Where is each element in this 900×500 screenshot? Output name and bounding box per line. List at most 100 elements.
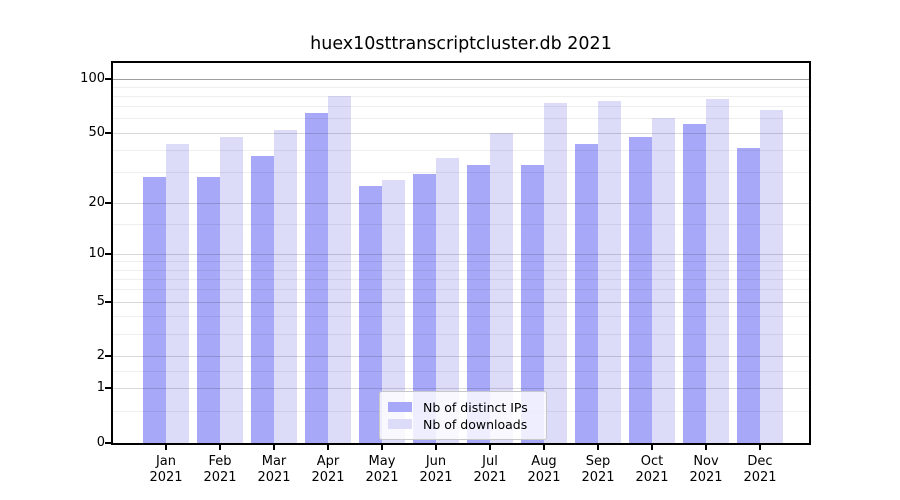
bar-ips-jan — [143, 177, 166, 443]
legend-swatch-distinct-ips — [388, 402, 412, 412]
x-tick-label-jun: Jun 2021 — [408, 454, 464, 486]
y-tick-label-20: 20 — [88, 194, 105, 210]
y-tick-label-5: 5 — [96, 293, 105, 309]
y-tick-label-0: 0 — [96, 435, 105, 450]
bar-ips-feb — [197, 177, 220, 443]
x-tick-mark-sep — [597, 445, 599, 450]
bar-downloads-aug — [544, 103, 567, 443]
gridline-70 — [113, 106, 809, 108]
gridline-8 — [113, 269, 809, 271]
bars-layer — [113, 63, 809, 443]
gridline-20 — [113, 202, 809, 204]
x-axis: Jan 2021 Feb 2021 Mar 2021 Apr 2021 May 2021 Jun 20… — [113, 443, 809, 493]
y-tick-mark-5 — [105, 300, 111, 303]
bar-downloads-apr — [328, 96, 351, 443]
x-tick-label-mar: Mar 2021 — [246, 454, 302, 486]
gridline-50 — [113, 132, 809, 134]
y-tick-mark-0 — [105, 442, 111, 444]
bar-ips-oct — [629, 137, 652, 443]
x-tick-mark-may — [381, 445, 383, 450]
x-tick-label-oct: Oct 2021 — [624, 454, 680, 486]
gridline-80 — [113, 96, 809, 97]
gridline-10 — [113, 253, 809, 255]
gridline-90 — [113, 86, 809, 88]
gridline-4 — [113, 315, 809, 317]
bar-ips-dec — [737, 147, 760, 443]
bar-ips-may — [359, 185, 382, 443]
y-tick-mark-10 — [105, 252, 111, 255]
x-tick-label-year: 2021 — [419, 470, 453, 485]
x-tick-label-jul: Jul 2021 — [462, 454, 518, 486]
gridline-5 — [113, 301, 809, 303]
x-tick-label-year: 2021 — [743, 470, 777, 485]
bar-ips-jun — [413, 174, 436, 443]
x-tick-label-year: 2021 — [473, 470, 507, 485]
legend-item-downloads: Nb of downloads — [388, 416, 538, 432]
x-tick-label-year: 2021 — [689, 470, 723, 485]
chart-title: huex10sttranscriptcluster.db 2021 — [310, 34, 612, 54]
x-tick-mark-mar — [273, 445, 275, 450]
y-tick-mark-50 — [105, 131, 111, 134]
bar-downloads-oct — [652, 118, 675, 443]
bar-downloads-nov — [706, 99, 729, 443]
x-tick-mark-jun — [435, 445, 437, 450]
x-tick-label-apr: Apr 2021 — [300, 454, 356, 486]
gridline-2 — [113, 356, 809, 358]
legend-swatch-downloads — [388, 419, 412, 429]
gridline-60 — [113, 118, 809, 120]
bar-ips-apr — [305, 113, 328, 443]
gridline-3 — [113, 333, 809, 335]
x-tick-label-may: May 2021 — [354, 454, 410, 486]
x-tick-label-jan: Jan 2021 — [138, 454, 194, 486]
x-tick-label-year: 2021 — [203, 470, 237, 485]
x-tick-label-year: 2021 — [149, 470, 183, 485]
bar-downloads-jan — [166, 144, 189, 443]
bar-downloads-mar — [274, 129, 297, 443]
x-tick-mark-apr — [327, 445, 329, 450]
x-tick-label-year: 2021 — [365, 470, 399, 485]
bar-downloads-jun — [436, 157, 459, 443]
x-tick-label-dec: Dec 2021 — [732, 454, 788, 486]
bar-downloads-jul — [490, 132, 513, 443]
x-tick-label-year: 2021 — [257, 470, 291, 485]
y-tick-mark-2 — [105, 355, 111, 358]
y-tick-mark-1 — [105, 387, 111, 390]
x-tick-label-aug: Aug 2021 — [516, 454, 572, 486]
x-tick-mark-jan — [165, 445, 167, 450]
gridline-7 — [113, 278, 809, 280]
gridline-9 — [113, 261, 809, 263]
legend-label-distinct-ips: Nb of distinct IPs — [423, 399, 528, 415]
x-tick-label-year: 2021 — [311, 470, 345, 485]
x-tick-mark-dec — [759, 445, 761, 450]
y-tick-label-100: 100 — [80, 70, 105, 86]
y-axis: 100 50 20 10 5 2 1 0 — [0, 63, 105, 449]
x-tick-mark-feb — [219, 445, 221, 450]
gridline-1 — [113, 388, 809, 390]
x-tick-mark-nov — [705, 445, 707, 450]
bar-ips-aug — [521, 164, 544, 443]
legend-label-downloads: Nb of downloads — [423, 416, 528, 432]
x-tick-label-year: 2021 — [527, 470, 561, 485]
y-axis-ticks — [105, 63, 111, 444]
gridline-40 — [113, 149, 809, 151]
gridline-30 — [113, 171, 809, 173]
y-tick-label-50: 50 — [88, 124, 105, 140]
x-tick-mark-oct — [651, 445, 653, 450]
bar-ips-sep — [575, 144, 598, 443]
x-tick-mark-jul — [489, 445, 491, 450]
grid-layer — [113, 63, 809, 443]
y-tick-label-10: 10 — [88, 245, 105, 261]
y-tick-label-1: 1 — [96, 380, 105, 396]
gridline-15 — [113, 224, 809, 226]
bar-ips-jul — [467, 164, 490, 443]
bar-downloads-dec — [760, 109, 783, 443]
legend: Nb of distinct IPs Nb of downloads — [379, 391, 547, 440]
gridline-6 — [113, 289, 809, 291]
bar-downloads-sep — [598, 101, 621, 443]
x-tick-label-year: 2021 — [581, 470, 615, 485]
gridline-1.5 — [113, 370, 809, 372]
y-tick-mark-20 — [105, 201, 111, 204]
bar-ips-nov — [683, 123, 706, 443]
bar-ips-mar — [251, 155, 274, 443]
